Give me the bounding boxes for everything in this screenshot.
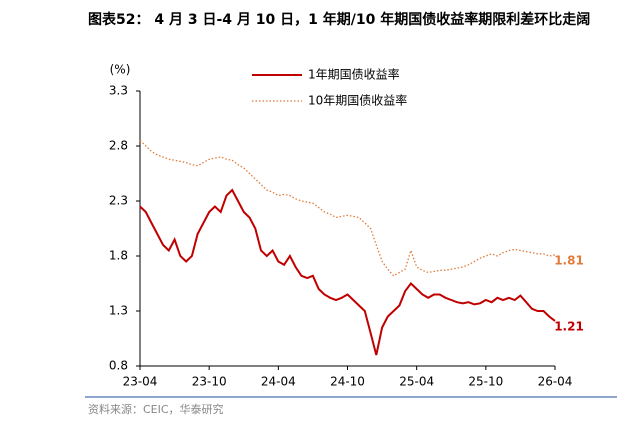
- end-value-label: 1.21: [554, 319, 584, 333]
- y-tick-label: 3.3: [109, 84, 128, 98]
- legend-label: 1年期国债收益率: [308, 67, 400, 82]
- source-note: 资料来源：CEIC，华泰研究: [88, 402, 224, 416]
- legend-label: 10年期国债收益率: [308, 93, 407, 108]
- x-tick-label: 24-10: [330, 375, 365, 389]
- y-axis-label: (%): [110, 63, 131, 77]
- x-tick-label: 25-04: [399, 375, 434, 389]
- chart-title: 图表52： 4 月 3 日-4 月 10 日，1 年期/10 年期国债收益率期限…: [88, 12, 591, 28]
- x-tick-label: 26-04: [538, 375, 573, 389]
- x-tick-label: 23-10: [192, 375, 227, 389]
- y-tick-label: 1.3: [109, 304, 128, 318]
- series-line: [139, 188, 556, 356]
- end-value-label: 1.81: [554, 253, 584, 267]
- y-tick-label: 2.3: [109, 194, 128, 208]
- x-tick-label: 25-10: [468, 375, 503, 389]
- y-tick-label: 2.8: [109, 139, 128, 153]
- series-line: [139, 140, 556, 277]
- x-tick-label: 23-04: [123, 375, 158, 389]
- y-tick-label: 0.8: [109, 359, 128, 373]
- y-tick-label: 1.8: [109, 249, 128, 263]
- x-tick-label: 24-04: [261, 375, 296, 389]
